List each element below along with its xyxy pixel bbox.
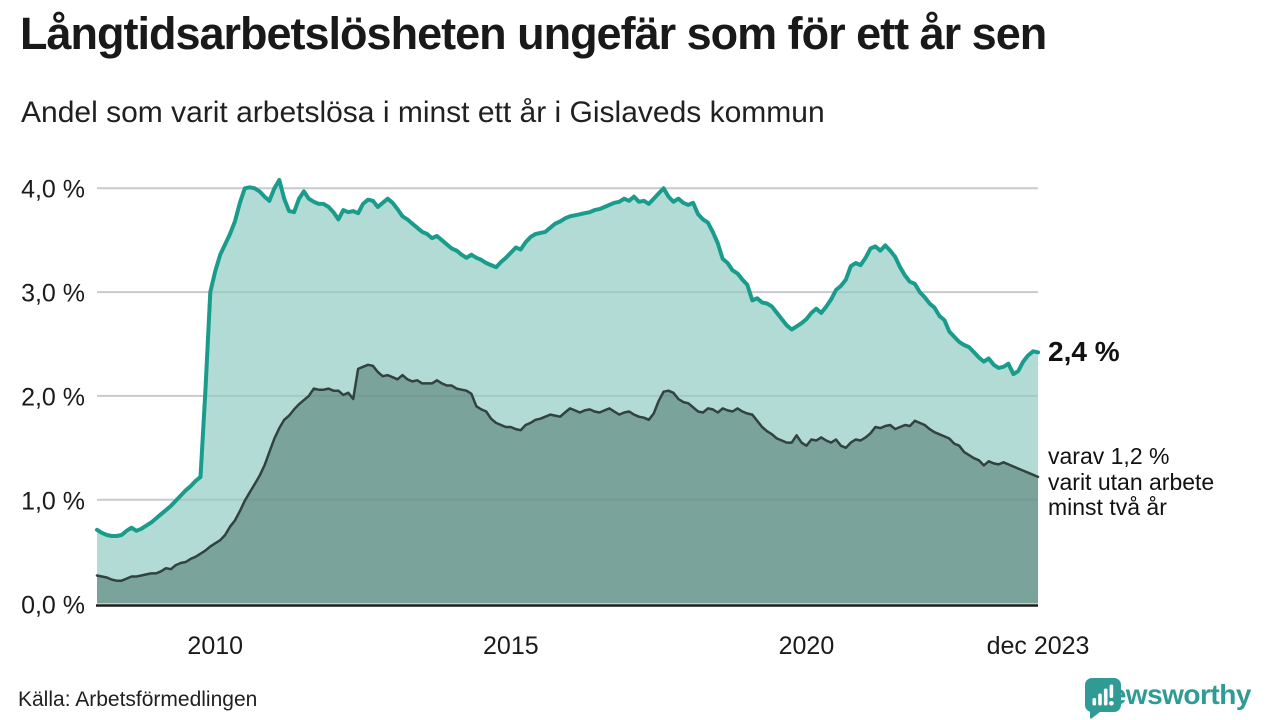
source-note: Källa: Arbetsförmedlingen xyxy=(18,688,258,711)
y-tick-label: 2,0 % xyxy=(21,383,85,412)
y-tick-label: 3,0 % xyxy=(21,279,85,308)
latest-value-label: 2,4 % xyxy=(1048,336,1120,367)
brand-logo: Newsworthy xyxy=(1083,677,1251,719)
x-tick-label: 2010 xyxy=(187,632,244,660)
chart-subtitle: Andel som varit arbetslösa i minst ett å… xyxy=(21,96,825,129)
secondary-value-label: varav 1,2 % varit utan arbete minst två … xyxy=(1048,443,1215,521)
secondary-value-line2: varit utan arbete xyxy=(1048,468,1215,495)
x-tick-label: dec 2023 xyxy=(986,632,1090,660)
secondary-value-line3: minst två år xyxy=(1048,494,1167,520)
y-tick-label: 1,0 % xyxy=(21,487,85,516)
page-title: Långtidsarbetslösheten ungefär som för e… xyxy=(20,8,1047,59)
x-tick-label: 2020 xyxy=(778,632,835,660)
y-tick-label: 0,0 % xyxy=(21,591,85,619)
secondary-value-line1: varav 1,2 % xyxy=(1048,443,1170,469)
y-tick-label: 4,0 % xyxy=(21,175,85,204)
newsworthy-icon xyxy=(1084,678,1121,719)
x-tick-label: 2015 xyxy=(483,632,539,660)
